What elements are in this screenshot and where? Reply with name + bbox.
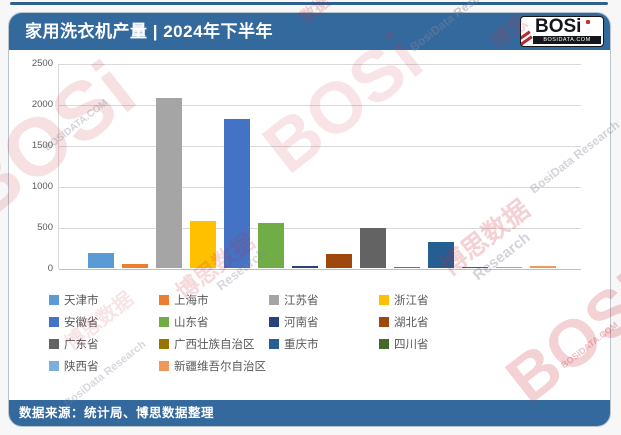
legend-swatch-icon <box>159 317 169 327</box>
top-accent-strip <box>10 2 608 5</box>
y-axis-tick-label: 2500 <box>31 58 53 69</box>
legend-item-河南省: 河南省 <box>269 311 379 333</box>
legend-item-安徽省: 安徽省 <box>49 311 159 333</box>
gridline <box>59 187 581 188</box>
legend-label: 广西壮族自治区 <box>174 339 255 351</box>
gridline <box>59 269 581 270</box>
legend-item-四川省: 四川省 <box>379 333 519 355</box>
data-source-text: 数据来源：统计局、博思数据整理 <box>19 406 215 420</box>
chart-card: 2500 2000 1500 1000 500 0 天津市 上海市 江苏省 浙江省安徽省 山东省 河… <box>8 12 611 427</box>
chart-legend: 天津市 上海市 江苏省 浙江省安徽省 山东省 河南省 湖北省广东省 广西壮族自治区 重庆市 四川省… <box>49 289 519 377</box>
chart-bar-河南省 <box>292 265 318 268</box>
legend-label: 河南省 <box>284 317 319 329</box>
header-bar: 家用洗衣机产量 | 2024年下半年 BOSi BOSIDATA.COM <box>9 13 610 50</box>
legend-swatch-icon <box>379 317 389 327</box>
chart-bar-浙江省 <box>190 220 216 268</box>
legend-swatch-icon <box>159 339 169 349</box>
bosi-logo-site-text: BOSIDATA.COM <box>533 36 601 44</box>
legend-swatch-icon <box>379 295 389 305</box>
legend-item-上海市: 上海市 <box>159 289 269 311</box>
legend-swatch-icon <box>269 295 279 305</box>
legend-label: 广东省 <box>64 339 99 351</box>
legend-swatch-icon <box>159 295 169 305</box>
legend-item-广东省: 广东省 <box>49 333 159 355</box>
legend-item-新疆维吾尔自治区: 新疆维吾尔自治区 <box>159 355 269 377</box>
legend-item-重庆市: 重庆市 <box>269 333 379 355</box>
chart-bar-重庆市 <box>428 241 454 268</box>
gridline <box>59 146 581 147</box>
legend-label: 天津市 <box>64 295 99 307</box>
y-axis-tick-label: 1500 <box>31 140 53 151</box>
chart-bar-湖北省 <box>326 254 352 268</box>
legend-label: 四川省 <box>394 339 429 351</box>
legend-item-陕西省: 陕西省 <box>49 355 159 377</box>
chart-title: 家用洗衣机产量 | 2024年下半年 <box>25 22 274 41</box>
bosi-logo-text: BOSi <box>535 16 582 37</box>
legend-label: 江苏省 <box>284 295 319 307</box>
chart-bar-安徽省 <box>224 118 250 268</box>
gridline <box>59 64 581 65</box>
legend-label: 陕西省 <box>64 361 99 373</box>
legend-label: 安徽省 <box>64 317 99 329</box>
chart-bar-山东省 <box>258 222 284 268</box>
legend-swatch-icon <box>49 361 59 371</box>
legend-label: 山东省 <box>174 317 209 329</box>
legend-item-天津市: 天津市 <box>49 289 159 311</box>
footer-bar: 数据来源：统计局、博思数据整理 <box>9 400 610 426</box>
legend-label: 新疆维吾尔自治区 <box>174 361 266 373</box>
y-axis-tick-label: 500 <box>37 222 53 233</box>
legend-swatch-icon <box>269 317 279 327</box>
legend-item-江苏省: 江苏省 <box>269 289 379 311</box>
chart-bar-四川省 <box>462 266 488 268</box>
chart-bar-上海市 <box>122 264 148 268</box>
legend-label: 上海市 <box>174 295 209 307</box>
legend-label: 重庆市 <box>284 339 319 351</box>
chart-bar-广西壮族自治区 <box>394 266 420 268</box>
legend-label: 浙江省 <box>394 295 429 307</box>
chart-bar-广东省 <box>360 227 386 268</box>
chart-bar-陕西省 <box>496 266 522 268</box>
gridline <box>59 228 581 229</box>
y-axis-tick-label: 0 <box>47 263 53 274</box>
legend-swatch-icon <box>269 339 279 349</box>
bosi-logo-red-dot <box>586 20 590 24</box>
chart-bar-江苏省 <box>156 98 182 268</box>
legend-swatch-icon <box>49 339 59 349</box>
gridline <box>59 105 581 106</box>
y-axis-tick-label: 1000 <box>31 181 53 192</box>
chart-bar-天津市 <box>88 253 114 268</box>
legend-swatch-icon <box>379 339 389 349</box>
plot-area <box>58 64 581 270</box>
legend-swatch-icon <box>159 361 169 371</box>
legend-item-山东省: 山东省 <box>159 311 269 333</box>
bosi-logo: BOSi BOSIDATA.COM <box>520 16 604 47</box>
legend-item-湖北省: 湖北省 <box>379 311 519 333</box>
legend-item-广西壮族自治区: 广西壮族自治区 <box>159 333 269 355</box>
legend-swatch-icon <box>49 295 59 305</box>
legend-swatch-icon <box>49 317 59 327</box>
legend-label: 湖北省 <box>394 317 429 329</box>
y-axis-tick-label: 2000 <box>31 99 53 110</box>
chart-bar-新疆维吾尔自治区 <box>530 265 556 268</box>
legend-item-浙江省: 浙江省 <box>379 289 519 311</box>
